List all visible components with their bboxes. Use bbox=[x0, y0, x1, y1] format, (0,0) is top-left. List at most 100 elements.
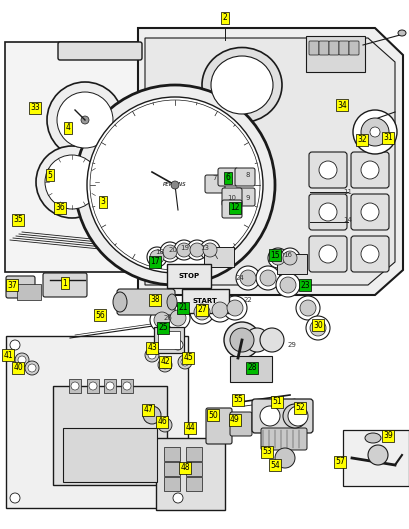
FancyBboxPatch shape bbox=[164, 462, 180, 476]
Circle shape bbox=[28, 364, 36, 372]
FancyBboxPatch shape bbox=[104, 379, 116, 393]
Circle shape bbox=[150, 250, 164, 264]
FancyBboxPatch shape bbox=[164, 477, 180, 491]
FancyBboxPatch shape bbox=[17, 284, 41, 300]
FancyBboxPatch shape bbox=[309, 41, 319, 55]
Circle shape bbox=[90, 100, 260, 270]
Circle shape bbox=[203, 243, 217, 257]
Ellipse shape bbox=[211, 56, 273, 114]
FancyBboxPatch shape bbox=[167, 264, 211, 288]
Circle shape bbox=[145, 348, 159, 362]
Circle shape bbox=[81, 116, 89, 124]
Text: 37: 37 bbox=[7, 280, 17, 289]
Circle shape bbox=[143, 406, 161, 424]
Circle shape bbox=[227, 300, 243, 316]
FancyBboxPatch shape bbox=[121, 379, 133, 393]
Polygon shape bbox=[145, 38, 395, 285]
FancyBboxPatch shape bbox=[186, 447, 202, 461]
Circle shape bbox=[361, 245, 379, 263]
Circle shape bbox=[310, 320, 326, 336]
Text: 47: 47 bbox=[143, 406, 153, 415]
Text: 32: 32 bbox=[357, 135, 367, 144]
Circle shape bbox=[10, 493, 20, 503]
Text: 26: 26 bbox=[164, 315, 173, 321]
Text: 8: 8 bbox=[246, 172, 250, 178]
Text: 35: 35 bbox=[13, 215, 23, 224]
Circle shape bbox=[370, 127, 380, 137]
Circle shape bbox=[160, 242, 180, 262]
Circle shape bbox=[296, 296, 320, 320]
Circle shape bbox=[161, 361, 169, 369]
Ellipse shape bbox=[202, 48, 282, 123]
Text: 38: 38 bbox=[150, 296, 160, 305]
Text: 46: 46 bbox=[157, 417, 167, 426]
Circle shape bbox=[170, 310, 186, 326]
Circle shape bbox=[18, 356, 26, 364]
Circle shape bbox=[283, 251, 297, 265]
Text: 12: 12 bbox=[230, 204, 240, 213]
Text: 27: 27 bbox=[197, 306, 207, 315]
FancyBboxPatch shape bbox=[6, 336, 188, 508]
Circle shape bbox=[280, 277, 296, 293]
Circle shape bbox=[283, 404, 307, 428]
Circle shape bbox=[194, 304, 210, 320]
Circle shape bbox=[353, 110, 397, 154]
FancyBboxPatch shape bbox=[154, 327, 184, 353]
Circle shape bbox=[368, 445, 388, 465]
Text: 30: 30 bbox=[313, 321, 323, 330]
FancyBboxPatch shape bbox=[306, 36, 365, 72]
FancyBboxPatch shape bbox=[261, 428, 307, 450]
Circle shape bbox=[166, 306, 190, 330]
Text: 6: 6 bbox=[225, 174, 230, 183]
Text: 19: 19 bbox=[180, 245, 189, 251]
Circle shape bbox=[306, 316, 330, 340]
Circle shape bbox=[361, 118, 389, 146]
Text: 23: 23 bbox=[300, 280, 310, 289]
Circle shape bbox=[236, 266, 260, 290]
Text: 25: 25 bbox=[158, 324, 168, 333]
Circle shape bbox=[190, 243, 204, 257]
Text: 21: 21 bbox=[178, 304, 188, 313]
Circle shape bbox=[260, 270, 276, 286]
FancyBboxPatch shape bbox=[329, 41, 339, 55]
Text: 31: 31 bbox=[383, 133, 393, 142]
Text: 14: 14 bbox=[344, 217, 353, 223]
FancyBboxPatch shape bbox=[218, 168, 238, 186]
Circle shape bbox=[260, 328, 284, 352]
Circle shape bbox=[288, 406, 308, 426]
Circle shape bbox=[87, 97, 263, 273]
FancyBboxPatch shape bbox=[158, 331, 180, 349]
Polygon shape bbox=[138, 28, 403, 295]
Circle shape bbox=[319, 161, 337, 179]
Text: 51: 51 bbox=[272, 397, 282, 406]
Text: 50: 50 bbox=[208, 411, 218, 419]
FancyBboxPatch shape bbox=[205, 175, 225, 193]
Text: 15: 15 bbox=[270, 251, 280, 260]
Text: 52: 52 bbox=[295, 404, 305, 413]
Text: 9: 9 bbox=[246, 195, 250, 201]
Circle shape bbox=[154, 312, 170, 328]
FancyBboxPatch shape bbox=[351, 152, 389, 188]
FancyBboxPatch shape bbox=[63, 428, 157, 482]
Circle shape bbox=[224, 322, 260, 358]
FancyBboxPatch shape bbox=[204, 247, 234, 267]
Text: 16: 16 bbox=[283, 252, 292, 258]
Text: 39: 39 bbox=[383, 432, 393, 441]
Circle shape bbox=[361, 203, 379, 221]
Circle shape bbox=[208, 298, 232, 322]
FancyBboxPatch shape bbox=[309, 236, 347, 272]
Circle shape bbox=[158, 358, 172, 372]
FancyBboxPatch shape bbox=[5, 42, 180, 272]
Text: 34: 34 bbox=[337, 101, 347, 110]
FancyBboxPatch shape bbox=[277, 254, 307, 274]
Text: 49: 49 bbox=[230, 415, 240, 424]
Text: 24: 24 bbox=[236, 275, 244, 281]
FancyBboxPatch shape bbox=[339, 41, 349, 55]
FancyBboxPatch shape bbox=[230, 412, 252, 436]
Circle shape bbox=[280, 248, 300, 268]
FancyBboxPatch shape bbox=[69, 379, 81, 393]
FancyBboxPatch shape bbox=[222, 188, 242, 206]
FancyBboxPatch shape bbox=[206, 408, 232, 444]
FancyBboxPatch shape bbox=[309, 152, 347, 188]
Text: 45: 45 bbox=[183, 353, 193, 362]
